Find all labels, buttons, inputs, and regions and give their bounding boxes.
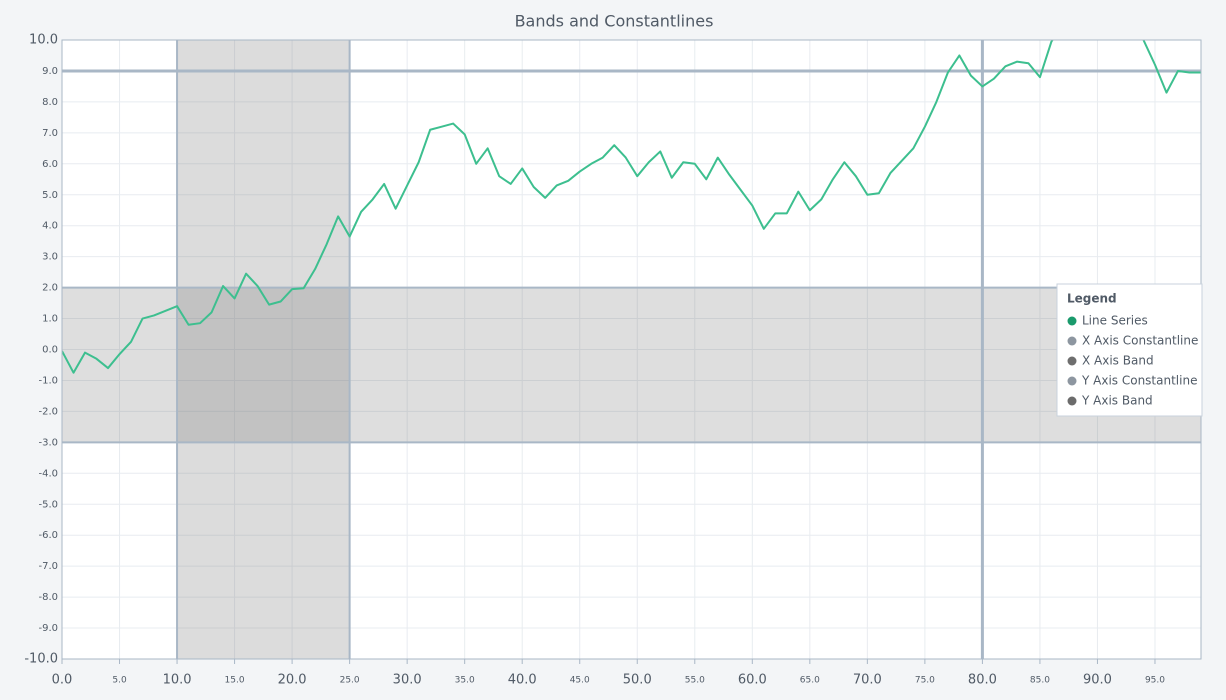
y-tick-label: -2.0 bbox=[38, 406, 58, 417]
legend-marker bbox=[1067, 316, 1077, 326]
x-tick-label: 20.0 bbox=[278, 673, 307, 688]
x-tick-label: 75.0 bbox=[915, 676, 935, 686]
plot-layer bbox=[62, 40, 1201, 659]
x-tick-label: 60.0 bbox=[738, 673, 767, 688]
x-tick-label: 55.0 bbox=[685, 676, 705, 686]
y-tick-label: -9.0 bbox=[38, 623, 58, 634]
y-tick-label: 8.0 bbox=[42, 97, 58, 108]
x-tick-label: 30.0 bbox=[393, 673, 422, 688]
y-tick-label: -3.0 bbox=[38, 437, 58, 448]
legend-marker bbox=[1067, 376, 1077, 386]
y-tick-label: -6.0 bbox=[38, 530, 58, 541]
legend-box bbox=[1056, 283, 1203, 417]
legend-label: Y Axis Band bbox=[1081, 394, 1153, 408]
y-tick-label: 0.0 bbox=[42, 345, 58, 356]
y-tick-label: 7.0 bbox=[42, 128, 58, 139]
x-tick-label: 25.0 bbox=[340, 676, 360, 686]
y-tick-label: 1.0 bbox=[42, 314, 58, 325]
y-tick-label: -8.0 bbox=[38, 592, 58, 603]
legend-label: X Axis Constantline bbox=[1082, 334, 1198, 348]
y-tick-label: 4.0 bbox=[42, 221, 58, 232]
line-series bbox=[62, 40, 1201, 374]
y-tick-label: -5.0 bbox=[38, 499, 58, 510]
x-band bbox=[177, 40, 350, 659]
x-tick-label: 80.0 bbox=[968, 673, 997, 688]
x-tick-label: 50.0 bbox=[623, 673, 652, 688]
x-tick-label: 10.0 bbox=[163, 673, 192, 688]
x-tick-label: 40.0 bbox=[508, 673, 537, 688]
y-tick-label: -1.0 bbox=[38, 375, 58, 386]
chart-title: Bands and Constantlines bbox=[515, 12, 714, 31]
legend-marker bbox=[1067, 356, 1077, 366]
y-tick-label: 2.0 bbox=[42, 283, 58, 294]
y-tick-label: 5.0 bbox=[42, 190, 58, 201]
legend-marker bbox=[1067, 336, 1077, 346]
y-tick-label: -10.0 bbox=[24, 652, 58, 667]
legend-label: X Axis Band bbox=[1082, 354, 1154, 368]
y-tick-label: 6.0 bbox=[42, 159, 58, 170]
y-tick-label: -4.0 bbox=[38, 468, 58, 479]
y-tick-label: -7.0 bbox=[38, 561, 58, 572]
y-tick-label: 3.0 bbox=[42, 252, 58, 263]
legend-title: Legend bbox=[1067, 292, 1117, 306]
y-tick-label: 10.0 bbox=[29, 33, 58, 48]
x-tick-label: 45.0 bbox=[570, 676, 590, 686]
x-tick-label: 70.0 bbox=[853, 673, 882, 688]
x-tick-label: 65.0 bbox=[800, 676, 820, 686]
x-tick-label: 90.0 bbox=[1083, 673, 1112, 688]
legend-label: Line Series bbox=[1082, 314, 1148, 328]
x-tick-label: 5.0 bbox=[112, 676, 127, 686]
legend-marker bbox=[1067, 396, 1077, 406]
y-tick-label: 9.0 bbox=[42, 66, 58, 77]
y-band bbox=[62, 287, 1201, 443]
x-tick-label: 35.0 bbox=[455, 676, 475, 686]
x-tick-label: 0.0 bbox=[52, 673, 73, 688]
x-tick-label: 85.0 bbox=[1030, 676, 1050, 686]
x-tick-label: 15.0 bbox=[225, 676, 245, 686]
x-tick-label: 95.0 bbox=[1145, 676, 1165, 686]
legend-label: Y Axis Constantline bbox=[1081, 374, 1197, 388]
